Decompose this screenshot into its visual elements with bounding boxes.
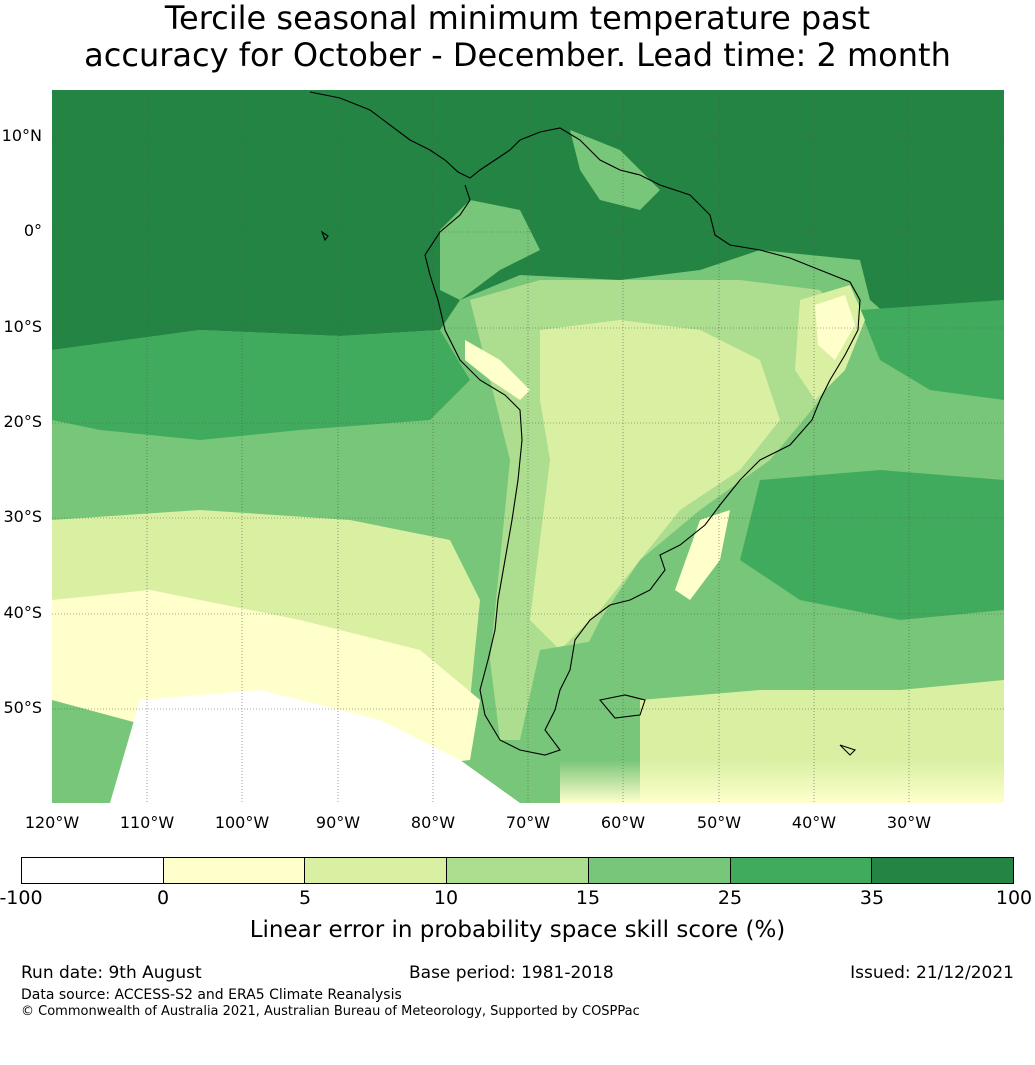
field-ne-brazil-core — [815, 295, 855, 360]
lon-label-60w: 60°W — [600, 813, 646, 832]
field-andes-north — [440, 200, 540, 300]
title-line-2: accuracy for October - December. Lead ti… — [84, 36, 951, 74]
graticule — [52, 90, 1004, 803]
field-andes-streak — [465, 340, 530, 400]
field-south-white — [110, 690, 520, 803]
lat-label-50s: 50°S — [3, 698, 42, 717]
field-guiana — [570, 130, 660, 210]
run-date: Run date: 9th August — [21, 963, 202, 983]
colorbar-tick: 35 — [859, 887, 885, 909]
colorbar-tick: 25 — [717, 887, 743, 909]
colorbar-segment — [447, 858, 589, 883]
colorbar-segment — [730, 858, 873, 883]
issued-date: Issued: 21/12/2021 — [850, 963, 1014, 983]
colorbar-segment — [872, 858, 1014, 883]
lon-label-70w: 70°W — [505, 813, 551, 832]
field-south-fade — [560, 760, 1004, 803]
lat-label-0: 0° — [23, 221, 42, 240]
lon-label-120w: 120°W — [24, 813, 80, 832]
colorbar-segment — [22, 858, 164, 883]
lon-label-90w: 90°W — [315, 813, 361, 832]
field-continent-core — [530, 320, 780, 650]
colorbar-tick: 0 — [156, 887, 170, 909]
colorbar-segment — [305, 858, 448, 883]
lon-label-110w: 110°W — [119, 813, 175, 832]
colorbar-tick: 5 — [298, 887, 312, 909]
colorbar — [21, 857, 1014, 884]
colorbar-tick: -100 — [0, 887, 43, 909]
field-patagonia — [520, 640, 640, 760]
field-plata-streak — [675, 510, 730, 600]
colorbar-tick: 10 — [433, 887, 459, 909]
field-atlantic-mid — [860, 300, 1004, 400]
coastline — [309, 91, 861, 756]
colorbar-segment — [588, 858, 731, 883]
lon-label-40w: 40°W — [791, 813, 837, 832]
lat-label-10s: 10°S — [3, 317, 42, 336]
skill-score-map — [52, 90, 1004, 803]
lon-label-50w: 50°W — [696, 813, 742, 832]
lon-label-100w: 100°W — [214, 813, 270, 832]
colorbar-segment — [163, 858, 306, 883]
title-line-1: Tercile seasonal minimum temperature pas… — [164, 0, 871, 37]
base-period: Base period: 1981-2018 — [409, 963, 614, 983]
field-pacific-mid — [52, 330, 470, 440]
colorbar-label: Linear error in probability space skill … — [249, 917, 786, 943]
colorbar-tick: 15 — [575, 887, 601, 909]
copyright: © Commonwealth of Australia 2021, Austra… — [21, 1004, 640, 1019]
lon-label-30w: 30°W — [886, 813, 932, 832]
data-source: Data source: ACCESS-S2 and ERA5 Climate … — [21, 987, 402, 1003]
lat-label-30s: 30°S — [3, 507, 42, 526]
lat-label-10n: 10°N — [1, 126, 42, 145]
lat-label-40s: 40°S — [3, 603, 42, 622]
lon-label-80w: 80°W — [410, 813, 456, 832]
field-atlantic-south — [740, 470, 1004, 620]
colorbar-tick: 100 — [995, 887, 1033, 909]
map-title: Tercile seasonal minimum temperature pas… — [0, 0, 1035, 74]
lat-label-20s: 20°S — [3, 412, 42, 431]
map-field — [52, 90, 1004, 803]
